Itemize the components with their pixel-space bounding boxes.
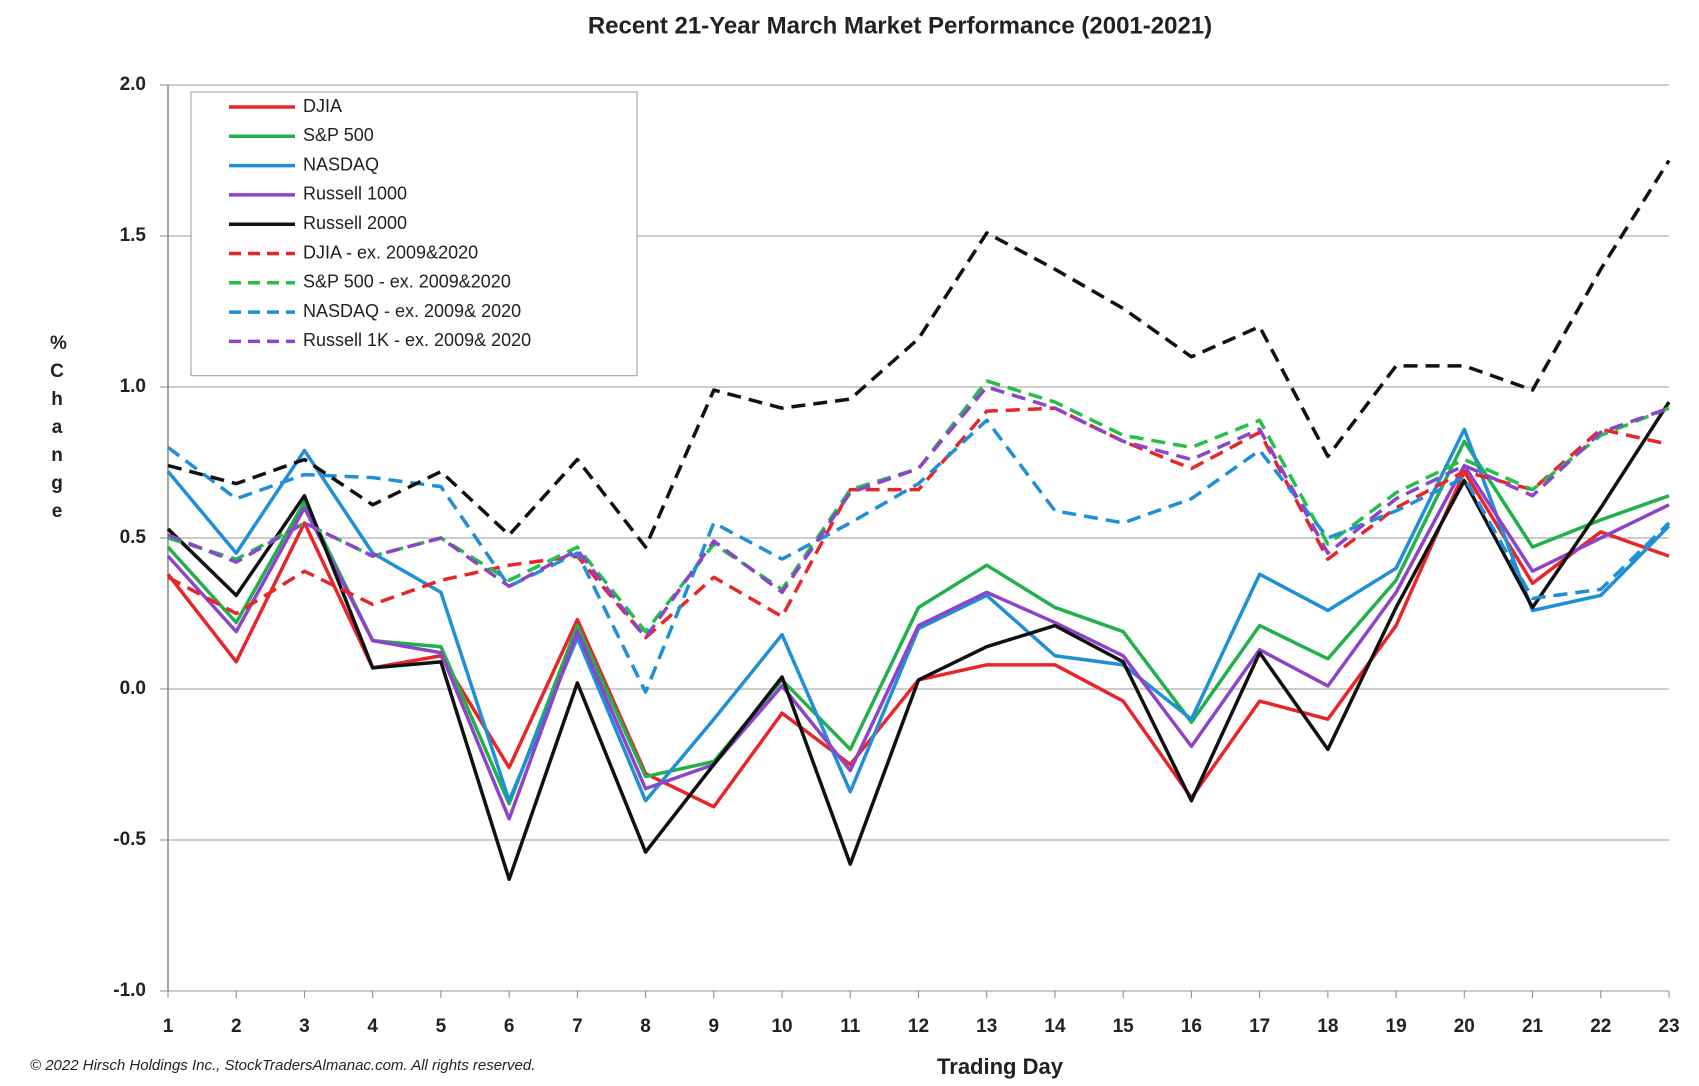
legend-label: DJIA - ex. 2009&2020 <box>303 242 478 262</box>
y-tick-label: 2.0 <box>120 74 146 95</box>
x-tick-label: 3 <box>299 1016 310 1037</box>
series-line <box>166 418 1671 694</box>
x-tick-label: 19 <box>1386 1016 1407 1037</box>
x-tick-label: 4 <box>367 1016 378 1037</box>
x-tick-label: 13 <box>976 1016 997 1037</box>
y-axis-label: % Change <box>50 333 73 522</box>
y-tick-label: -0.5 <box>113 829 146 850</box>
legend-box <box>190 91 638 377</box>
x-tick-label: 22 <box>1590 1016 1611 1037</box>
y-tick-label: 1.0 <box>120 376 146 397</box>
x-tick-label: 6 <box>504 1016 515 1037</box>
x-tick-label: 11 <box>840 1016 861 1037</box>
legend-label: S&P 500 - ex. 2009&2020 <box>303 272 511 292</box>
legend-label: Russell 2000 <box>303 213 407 233</box>
legend-label: NASDAQ - ex. 2009& 2020 <box>303 301 521 321</box>
x-tick-label: 12 <box>908 1016 929 1037</box>
series-line <box>166 463 1670 821</box>
x-tick-label: 9 <box>709 1016 720 1037</box>
series-line <box>166 439 1670 806</box>
x-axis-label: Trading Day <box>937 1054 1064 1079</box>
y-tick-label: -1.0 <box>113 980 146 1001</box>
legend-label: NASDAQ <box>303 154 379 174</box>
copyright-note: © 2022 Hirsch Holdings Inc., StockTrader… <box>30 1057 535 1074</box>
legend-label: Russell 1000 <box>303 184 407 204</box>
legend-label: DJIA <box>303 96 342 116</box>
x-tick-label: 10 <box>771 1016 792 1037</box>
y-tick-label: 1.5 <box>120 225 147 246</box>
x-tick-label: 23 <box>1658 1016 1679 1037</box>
chart-title: Recent 21-Year March Market Performance … <box>588 12 1212 39</box>
x-tick-label: 16 <box>1181 1016 1202 1037</box>
x-tick-label: 8 <box>640 1016 651 1037</box>
series-line <box>166 401 1671 882</box>
series-line <box>167 385 1670 640</box>
series-line <box>167 406 1670 640</box>
y-tick-label: 0.0 <box>120 678 146 699</box>
legend-label: Russell 1K - ex. 2009& 2020 <box>303 330 531 350</box>
y-tick-label: 0.5 <box>120 527 147 548</box>
x-tick-label: 18 <box>1317 1016 1338 1037</box>
x-tick-label: 2 <box>231 1016 242 1037</box>
x-tick-label: 5 <box>436 1016 447 1037</box>
x-tick-label: 21 <box>1522 1016 1544 1037</box>
x-tick-label: 7 <box>572 1016 583 1037</box>
x-tick-label: 1 <box>163 1016 174 1037</box>
x-tick-label: 17 <box>1249 1016 1270 1037</box>
x-tick-label: 14 <box>1044 1016 1066 1037</box>
x-tick-label: 20 <box>1454 1016 1475 1037</box>
series-line <box>167 159 1671 549</box>
legend-label: S&P 500 <box>303 125 374 145</box>
x-tick-label: 15 <box>1113 1016 1135 1037</box>
